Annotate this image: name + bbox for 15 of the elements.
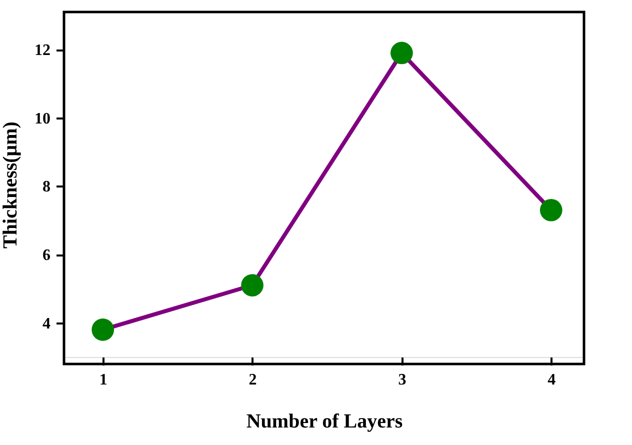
- x-tick-label: 1: [99, 372, 108, 388]
- x-tick-label: 3: [398, 372, 406, 388]
- point: [241, 274, 264, 296]
- x-tick-label: 4: [548, 372, 556, 388]
- point: [390, 42, 413, 64]
- point: [540, 198, 562, 222]
- y-tick-label: 12: [34, 42, 50, 60]
- y-axis-title: Thickness(μm): [0, 122, 22, 248]
- y-tick-label: 6: [42, 247, 50, 264]
- x-tick-label: 2: [248, 372, 257, 388]
- point: [92, 318, 114, 341]
- x-axis-title: Number of Layers: [246, 410, 403, 432]
- y-tick-label: 10: [34, 110, 50, 128]
- y-tick-label: 8: [42, 178, 50, 196]
- y-tick-label: 4: [42, 315, 50, 332]
